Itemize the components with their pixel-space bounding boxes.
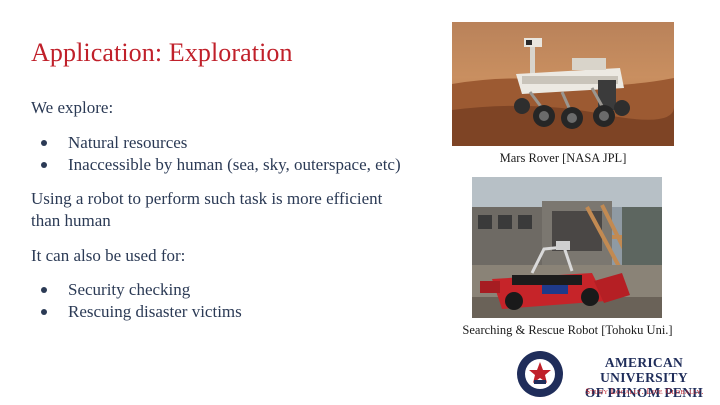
efficiency-line-1: Using a robot to perform such task is mo… <box>31 189 383 208</box>
university-seal-icon <box>517 351 563 397</box>
list-item: Inaccessible by human (sea, sky, outersp… <box>38 154 401 176</box>
slide-title: Application: Exploration <box>31 38 293 67</box>
university-logo: American University of Phnom Penh Study … <box>516 349 719 400</box>
efficiency-line-2: than human <box>31 211 111 230</box>
also-used-text: It can also be used for: <box>31 246 186 265</box>
rescue-robot-caption: Searching & Rescue Robot [Tohoku Uni.] <box>462 323 673 337</box>
bullet-icon <box>41 140 47 146</box>
university-name-line1: American University <box>600 355 688 385</box>
bullet-icon <box>41 287 47 293</box>
list-item-text: Inaccessible by human (sea, sky, outersp… <box>68 155 401 174</box>
rescue-robot-image <box>472 177 662 318</box>
bullet-icon <box>41 162 47 168</box>
bullet-icon <box>41 309 47 315</box>
university-name-line2: of Phnom Penh <box>584 385 704 400</box>
mars-rover-caption: Mars Rover [NASA JPL] <box>499 151 627 165</box>
efficiency-text: Using a robot to perform such task is mo… <box>31 188 382 232</box>
university-tagline: Study Locally. Live Globally. <box>585 386 704 396</box>
university-name: American University of Phnom Penh <box>569 355 719 400</box>
list-item: Rescuing disaster victims <box>38 301 242 323</box>
list-item-text: Security checking <box>68 280 191 299</box>
intro-text: We explore: <box>31 98 114 117</box>
list-item-text: Rescuing disaster victims <box>68 302 242 321</box>
mars-rover-image <box>452 22 674 146</box>
explore-list: Natural resources Inaccessible by human … <box>38 132 401 176</box>
uses-list: Security checking Rescuing disaster vict… <box>38 279 242 323</box>
list-item: Natural resources <box>38 132 401 154</box>
list-item-text: Natural resources <box>68 133 188 152</box>
list-item: Security checking <box>38 279 242 301</box>
